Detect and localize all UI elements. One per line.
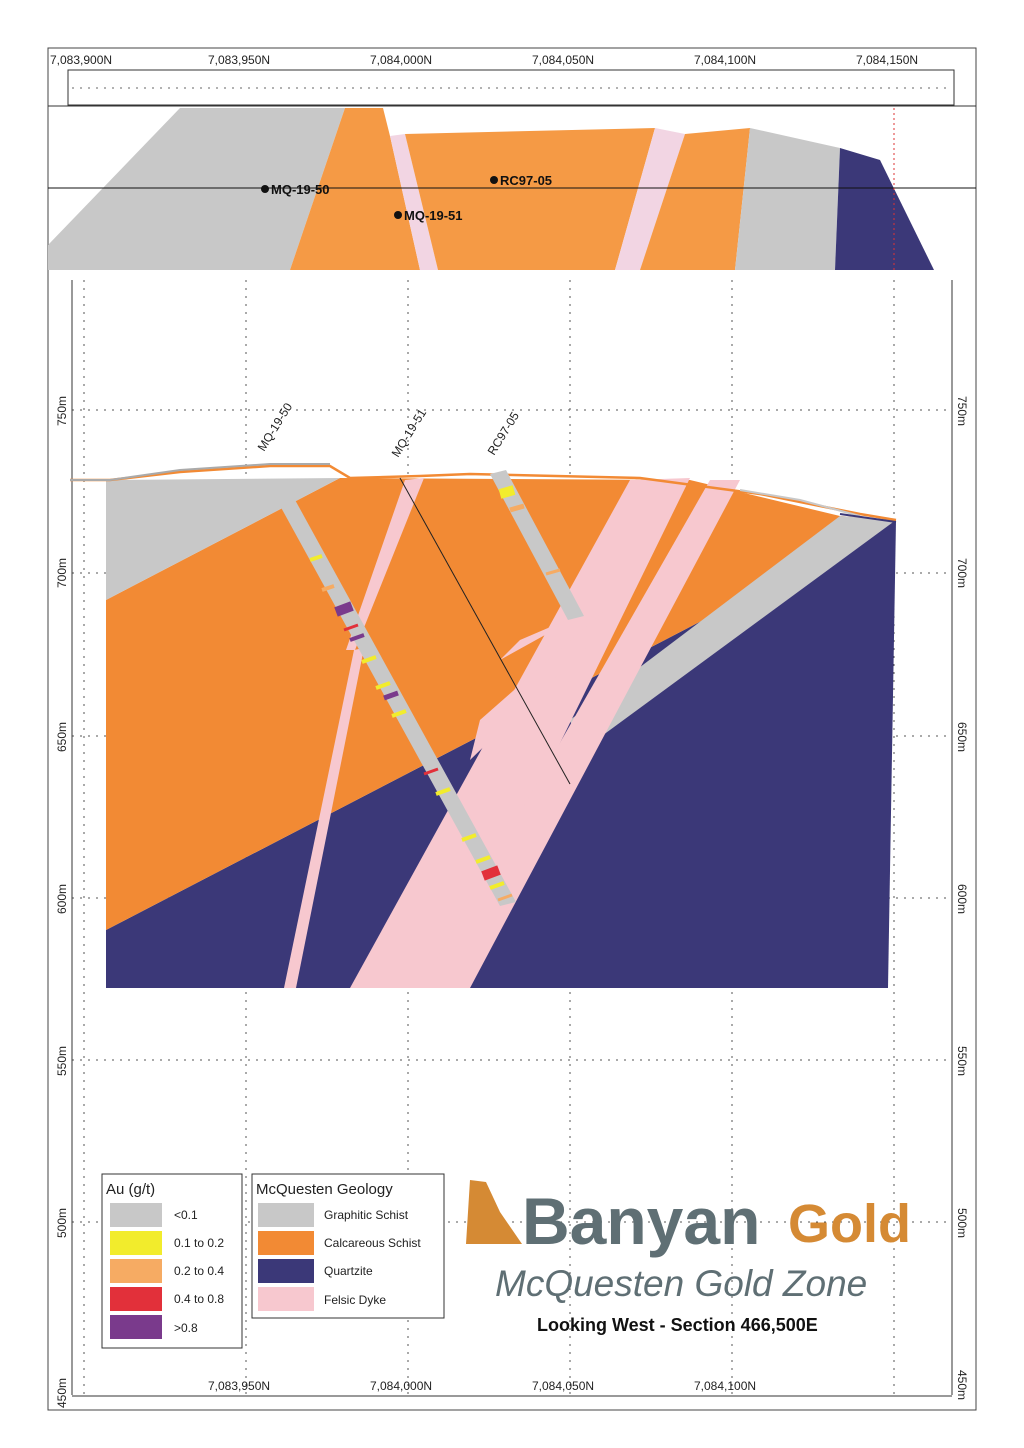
section-title: Looking West - Section 466,500E xyxy=(537,1315,818,1335)
bottom-northing-label: 7,083,950N xyxy=(208,1379,270,1393)
legend-au: Au (g/t) <0.1 0.1 to 0.2 0.2 to 0.4 0.4 … xyxy=(101,1173,243,1349)
company-name-gold: Gold xyxy=(788,1194,911,1254)
drillhole-label-mq-19-50: MQ-19-50 xyxy=(255,400,296,454)
company-name-banyan: Banyan xyxy=(522,1184,760,1258)
collar-marker-icon xyxy=(394,211,402,219)
bottom-northing-label: 7,084,000N xyxy=(370,1379,432,1393)
section-felsic-dyke xyxy=(350,478,690,988)
drillhole-mq-19-50-trace xyxy=(278,498,516,906)
legend-geology-label: Calcareous Schist xyxy=(324,1236,421,1250)
plan-northing-label: 7,084,150N xyxy=(856,53,918,67)
plan-northing-label: 7,084,050N xyxy=(532,53,594,67)
legend-au-swatch xyxy=(110,1231,162,1255)
legend-geology: McQuesten Geology Graphitic Schist Calca… xyxy=(251,1173,445,1319)
legend-geology-label: Felsic Dyke xyxy=(324,1293,386,1307)
elevation-label-right: 650m xyxy=(955,722,969,752)
elevation-label-left: 550m xyxy=(55,1046,69,1076)
plan-northing-scale-box xyxy=(67,69,955,106)
section-graphitic-schist-contact xyxy=(570,516,896,752)
legend-au-swatch xyxy=(110,1287,162,1311)
plan-calcareous-schist-east xyxy=(640,128,750,270)
legend-au-label: 0.1 to 0.2 xyxy=(174,1236,224,1250)
plan-graphitic-schist-east xyxy=(735,128,840,270)
plan-calcareous-schist-central xyxy=(405,128,655,270)
drillhole-rc97-05-assays xyxy=(498,485,561,576)
legend-geology-swatch xyxy=(258,1231,314,1255)
plan-northing-label: 7,084,000N xyxy=(370,53,432,67)
bottom-northing-label: 7,084,100N xyxy=(694,1379,756,1393)
legend-geology-swatch xyxy=(258,1287,314,1311)
section-felsic-dyke xyxy=(346,478,424,650)
plan-graphitic-schist-west xyxy=(48,108,345,270)
plan-calcareous-schist-west xyxy=(290,108,420,270)
drillhole-label-mq-19-51: MQ-19-51 xyxy=(389,406,430,460)
legend-au-label: 0.4 to 0.8 xyxy=(174,1292,224,1306)
plan-felsic-dyke-east xyxy=(615,128,685,270)
elevation-label-right: 450m xyxy=(955,1370,969,1400)
plan-felsic-dyke-west xyxy=(390,134,438,270)
plan-northing-label: 7,084,100N xyxy=(694,53,756,67)
elevation-label-right: 600m xyxy=(955,884,969,914)
cross-section: MQ-19-50 MQ-19-51 RC97-05 750m 700m 650m… xyxy=(55,280,969,1408)
plan-view: 7,083,900N 7,083,950N 7,084,000N 7,084,0… xyxy=(48,53,976,270)
legend-au-label: 0.2 to 0.4 xyxy=(174,1264,224,1278)
legend-au-swatch xyxy=(110,1259,162,1283)
elevation-label-left: 600m xyxy=(55,884,69,914)
section-topography-surface-grey xyxy=(70,463,330,481)
elevation-label-left: 750m xyxy=(55,396,69,426)
legend-geology-swatch xyxy=(258,1203,314,1227)
mountain-logo-icon xyxy=(466,1180,522,1244)
legend-au-swatch xyxy=(110,1315,162,1339)
elevation-label-left: 450m xyxy=(55,1378,69,1408)
banyan-gold-logo: Banyan Gold xyxy=(466,1180,911,1258)
drillhole-mq-19-51-trace xyxy=(399,477,571,785)
plan-northing-label: 7,083,900N xyxy=(50,53,112,67)
drillhole-label-rc97-05: RC97-05 xyxy=(485,409,522,457)
collar-label-mq-19-51: MQ-19-51 xyxy=(404,208,463,223)
legend-geology-title: McQuesten Geology xyxy=(256,1181,393,1198)
section-graphitic-schist-top xyxy=(106,478,340,600)
legend-geology-label: Graphitic Schist xyxy=(324,1208,409,1222)
collar-marker-icon xyxy=(261,185,269,193)
section-felsic-dyke xyxy=(500,610,590,660)
section-topography-surface-east xyxy=(739,489,861,517)
legend-au-label: >0.8 xyxy=(174,1321,198,1335)
elevation-label-right: 500m xyxy=(955,1208,969,1238)
elevation-label-right: 550m xyxy=(955,1046,969,1076)
section-topography-surface xyxy=(70,464,897,522)
collar-label-mq-19-50: MQ-19-50 xyxy=(271,182,330,197)
legend-geology-swatch xyxy=(258,1259,314,1283)
legend-au-swatch xyxy=(110,1203,162,1227)
bottom-northing-label: 7,084,050N xyxy=(532,1379,594,1393)
collar-label-rc97-05: RC97-05 xyxy=(500,173,552,188)
elevation-label-left: 500m xyxy=(55,1208,69,1238)
elevation-label-left: 700m xyxy=(55,558,69,588)
legend-geology-label: Quartzite xyxy=(324,1264,373,1278)
plan-northing-label: 7,083,950N xyxy=(208,53,270,67)
plan-quartzite xyxy=(835,148,934,270)
elevation-label-right: 700m xyxy=(955,558,969,588)
elevation-label-right: 750m xyxy=(955,396,969,426)
drillhole-mq-19-50-assays xyxy=(309,554,513,902)
section-felsic-dyke xyxy=(284,648,364,988)
elevation-label-left: 650m xyxy=(55,722,69,752)
section-felsic-dyke xyxy=(420,480,740,988)
legend-au-label: <0.1 xyxy=(174,1208,198,1222)
zone-title: McQuesten Gold Zone xyxy=(495,1263,867,1304)
collar-marker-icon xyxy=(490,176,498,184)
legend-au-title: Au (g/t) xyxy=(106,1181,155,1198)
map-frame xyxy=(47,47,977,1411)
section-felsic-dyke xyxy=(470,610,620,760)
